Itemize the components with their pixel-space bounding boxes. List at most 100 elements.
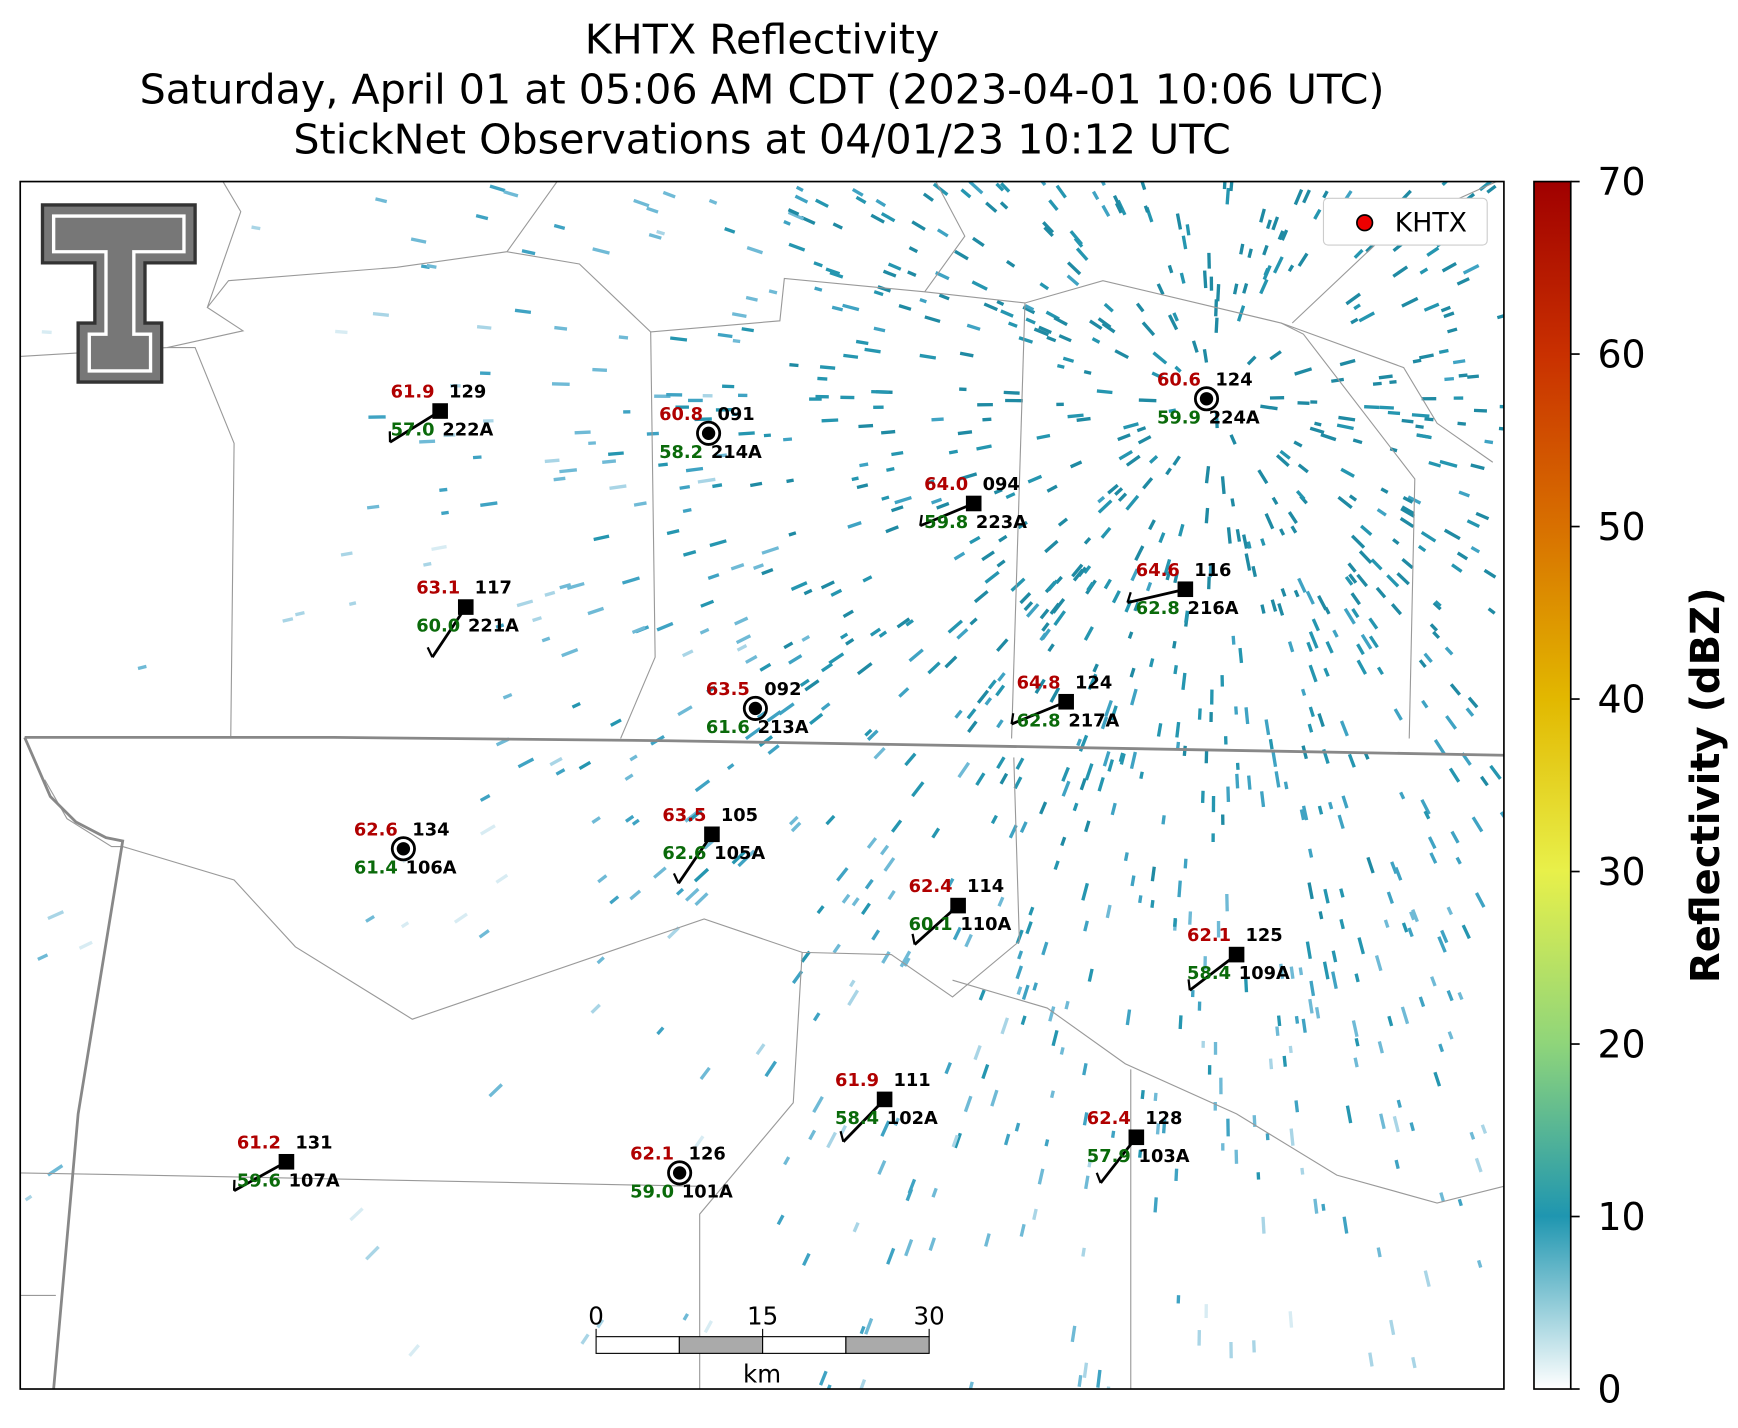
calm-ring [1193, 386, 1220, 412]
radar-echo [1447, 1031, 1454, 1040]
radar-echo [944, 655, 958, 669]
radar-echo [1151, 371, 1164, 380]
radar-echo [1207, 252, 1211, 269]
radar-echo [927, 661, 941, 675]
radar-echo [1348, 494, 1358, 502]
radar-echo [875, 198, 887, 208]
radar-echo [1069, 230, 1083, 246]
radar-echo [1134, 545, 1145, 561]
radar-echo [1445, 715, 1458, 730]
radar-echo [1156, 723, 1163, 737]
radar-echo [1305, 941, 1312, 960]
radar-echo [1204, 507, 1210, 524]
radar-echo [1043, 226, 1054, 238]
radar-echo [1440, 305, 1451, 313]
radar-echo [746, 246, 764, 255]
radar-echo [677, 705, 693, 717]
radar-echo [1111, 1130, 1116, 1138]
radar-echo [1289, 1128, 1295, 1146]
radar-echo [1165, 467, 1172, 476]
radar-echo [976, 444, 992, 451]
radar-echo [1190, 990, 1195, 998]
radar-echo [1044, 1139, 1050, 1147]
radar-echo [517, 757, 535, 769]
radar-echo [851, 897, 860, 907]
radar-echo [953, 551, 966, 561]
radar-echo [951, 1134, 959, 1148]
radar-echo [1117, 492, 1128, 502]
radar-echo [1262, 244, 1269, 256]
radar-echo [976, 689, 990, 704]
radar-echo [423, 561, 432, 567]
radar-echo [1474, 1157, 1483, 1173]
radar-echo [1322, 961, 1330, 980]
radar-echo [1183, 858, 1188, 869]
radar-echo [1374, 955, 1383, 972]
radar-echo [1048, 1006, 1056, 1022]
radar-echo [1453, 396, 1464, 400]
radar-echo [1017, 950, 1024, 960]
radar-echo [1025, 317, 1036, 325]
radar-echo [1470, 545, 1481, 554]
radar-echo [973, 590, 989, 604]
wind-barb-flag [839, 1130, 845, 1143]
radar-echo [1167, 314, 1179, 331]
radar-echo [1331, 971, 1338, 990]
radar-echo [1110, 802, 1117, 816]
radar-echo [1083, 626, 1094, 641]
radar-echo [1393, 708, 1403, 721]
radar-echo [1351, 1020, 1359, 1038]
radar-echo [1356, 573, 1369, 588]
radar-echo [997, 672, 1006, 682]
radar-echo [1247, 775, 1252, 790]
radar-echo [858, 423, 874, 429]
radar-echo [1345, 1105, 1353, 1124]
radar-echo [653, 866, 667, 879]
radar-echo [855, 339, 869, 346]
radar-echo [788, 654, 803, 665]
radar-echo [1149, 658, 1155, 668]
radar-echo [808, 1129, 817, 1141]
radar-echo [1220, 675, 1225, 687]
radar-echo [977, 402, 993, 407]
radar-echo [1308, 631, 1319, 649]
radar-echo [1443, 311, 1455, 319]
radar-echo [1130, 568, 1139, 582]
radar-echo [1343, 607, 1356, 625]
radar-echo [717, 332, 733, 339]
radar-echo [828, 652, 845, 665]
radar-echo [1003, 1133, 1011, 1146]
radar-echo [1294, 367, 1313, 376]
radar-echo [1434, 600, 1442, 608]
radar-echo [1259, 278, 1269, 295]
radar-echo [1418, 659, 1427, 668]
radar-echo [1003, 390, 1020, 395]
radar-echo [1275, 454, 1290, 468]
radar-echo [1042, 221, 1055, 234]
radar-echo [1484, 439, 1494, 445]
radar-echo [873, 290, 884, 297]
radar-echo [1458, 490, 1470, 498]
radar-echo [1005, 259, 1016, 268]
temperature: 62.4 [1087, 1108, 1131, 1129]
radar-echo [981, 550, 995, 562]
radar-echo [1025, 603, 1040, 618]
radar-echo [1221, 814, 1225, 825]
radar-echo [1310, 400, 1318, 404]
radar-echo [1161, 815, 1166, 825]
radar-echo [559, 582, 572, 590]
radar-echo [1287, 511, 1298, 524]
radar-echo [990, 814, 998, 825]
colorbar-tick-label: 70 [1597, 160, 1645, 204]
wind-barb-flag [911, 933, 916, 945]
radar-echo [488, 1083, 503, 1098]
colorbar-tick-label: 10 [1597, 1195, 1645, 1239]
radar-echo [842, 609, 854, 618]
radar-echo [1465, 707, 1475, 717]
radar-echo [1450, 830, 1460, 844]
radar-echo [646, 206, 659, 214]
radar-echo [1053, 316, 1068, 327]
radar-echo [821, 418, 839, 423]
radar-echo [1204, 1304, 1208, 1319]
temperature: 63.5 [706, 679, 750, 700]
